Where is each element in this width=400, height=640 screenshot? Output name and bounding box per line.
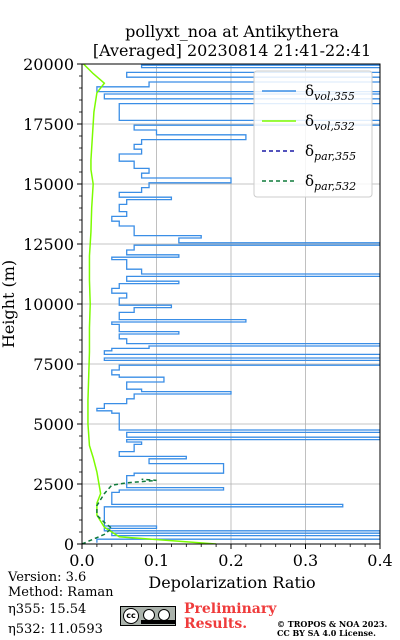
- legend: δvol,355 δvol,532 δpar,355 δpar,532: [253, 70, 373, 198]
- y-tick-label: 5000: [33, 415, 74, 434]
- x-tick-label: 0.3: [293, 551, 318, 570]
- chart-title-line2: [Averaged] 20230814 21:41-22:41: [92, 41, 372, 60]
- eta532-text: η532: 11.0593: [8, 622, 103, 637]
- x-axis-label: Depolarization Ratio: [148, 573, 315, 592]
- legend-box: [253, 70, 373, 198]
- y-tick-label: 15000: [23, 175, 74, 194]
- axis-ticks: 0.0 0.1 0.2 0.3 0.4 0 2500 5000 7500 10000 12500 15…: [23, 55, 393, 570]
- y-axis-label: Height (m): [0, 260, 18, 348]
- license-strip: [141, 620, 175, 624]
- x-tick-label: 0.4: [367, 551, 392, 570]
- version-text: Version: 3.6: [8, 570, 87, 585]
- cc-icon: cc: [123, 608, 139, 624]
- preliminary-results-text: Preliminary Results.: [184, 602, 276, 632]
- y-tick-label: 17500: [23, 115, 74, 134]
- y-tick-label: 0: [64, 535, 74, 554]
- legend-label-vol532: δvol,532: [305, 112, 355, 133]
- legend-label-vol355: δvol,355: [305, 82, 355, 103]
- series-line-par532: [82, 478, 157, 544]
- x-tick-label: 0.1: [144, 551, 169, 570]
- y-tick-label: 10000: [23, 295, 74, 314]
- y-tick-label: 12500: [23, 235, 74, 254]
- copyright-text: © TROPOS & NOA 2023. CC BY SA 4.0 Licens…: [277, 620, 387, 638]
- legend-label-par532: δpar,532: [305, 172, 356, 193]
- cc-license-badge: cc: [120, 606, 176, 626]
- y-tick-label: 7500: [33, 355, 74, 374]
- copyright-line1: © TROPOS & NOA 2023.: [277, 619, 388, 629]
- legend-label-par355: δpar,355: [305, 142, 356, 163]
- preliminary-line1: Preliminary: [184, 601, 277, 617]
- series-line-vol355: [96, 64, 380, 543]
- copyright-line2: CC BY SA 4.0 License.: [277, 628, 376, 638]
- depolarization-chart: 0.0 0.1 0.2 0.3 0.4 0 2500 5000 7500 10000 12500 15…: [0, 55, 393, 592]
- x-tick-label: 0.2: [218, 551, 243, 570]
- y-tick-label: 2500: [33, 475, 74, 494]
- x-tick-label: 0.0: [69, 551, 94, 570]
- series-line-vol532: [82, 64, 217, 544]
- chart-title-line1: pollyxt_noa at Antikythera: [125, 22, 339, 41]
- preliminary-line2: Results.: [184, 616, 248, 632]
- y-tick-label: 20000: [23, 55, 74, 74]
- eta355-text: η355: 15.54: [8, 602, 87, 617]
- method-text: Method: Raman: [8, 585, 114, 600]
- series-layer: [82, 64, 380, 544]
